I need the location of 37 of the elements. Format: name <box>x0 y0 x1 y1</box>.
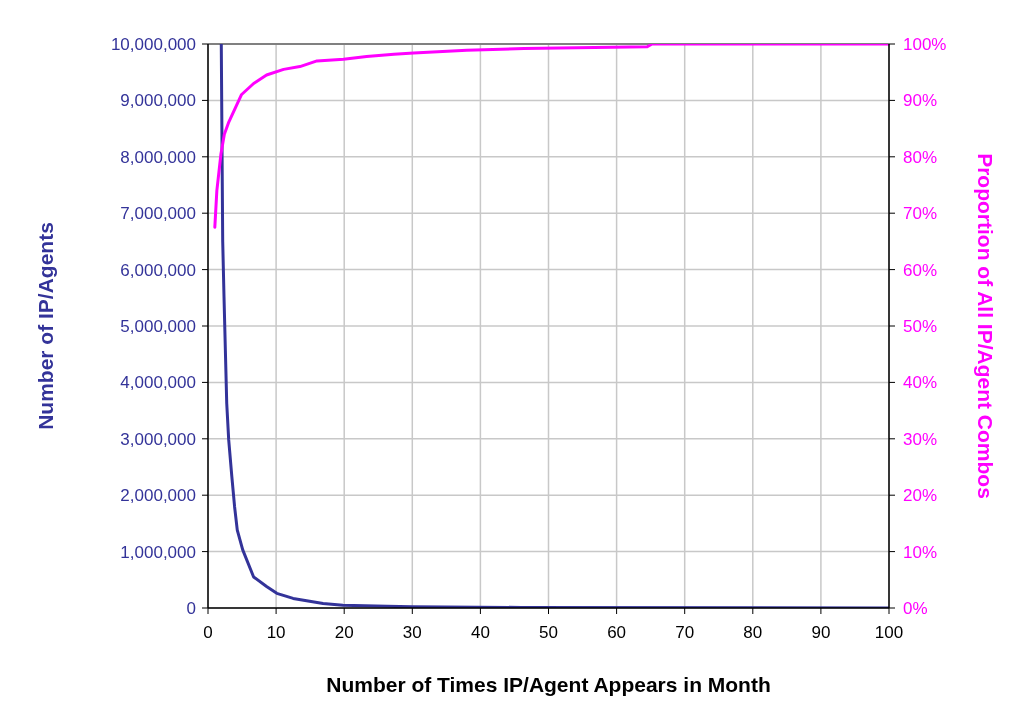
line-series <box>213 44 889 229</box>
y-tick-label: 3,000,000 <box>120 429 196 449</box>
x-axis-title: Number of Times IP/Agent Appears in Month <box>326 673 771 696</box>
y-tick-label: 5,000,000 <box>120 317 196 336</box>
x-tick-label: 40 <box>470 623 490 642</box>
x-tick-label: 0 <box>203 623 213 642</box>
x-tick-label: 30 <box>402 623 422 642</box>
y2-tick-label: 100% <box>903 35 947 54</box>
y2-tick-label: 70% <box>903 204 938 224</box>
y2-tick-label: 80% <box>903 147 938 167</box>
x-tick-label: 70 <box>675 623 695 642</box>
x-tick-label: 10 <box>266 623 286 642</box>
x-tick-label: 100 <box>874 623 904 642</box>
y-tick-label: 1,000,000 <box>120 542 196 562</box>
y2-tick-label: 10% <box>903 542 938 562</box>
y2-tick-label: 50% <box>903 317 938 336</box>
y-tick-label: 4,000,000 <box>120 373 196 393</box>
y2-tick-label: 60% <box>903 260 938 280</box>
y-tick-label: 10,000,000 <box>110 35 196 54</box>
x-tick-label: 50 <box>539 623 558 642</box>
y2-tick-label: 90% <box>903 91 938 111</box>
y-tick-label: 8,000,000 <box>120 147 196 167</box>
y2-axis-title: Proportion of All IP/Agent Combos <box>974 153 997 499</box>
y2-tick-label: 20% <box>903 486 938 506</box>
y2-tick-label: 40% <box>903 373 938 393</box>
y-tick-label: 6,000,000 <box>120 260 196 280</box>
y-tick-label: 7,000,000 <box>120 204 196 224</box>
y-axis-title: Number of IP/Agents <box>34 222 57 430</box>
y2-tick-label: 30% <box>903 429 938 449</box>
x-tick-label: 20 <box>334 623 354 642</box>
x-tick-label: 80 <box>743 623 763 642</box>
x-tick-label: 90 <box>811 623 831 642</box>
y2-tick-label: 0% <box>903 599 928 618</box>
y-tick-label: 2,000,000 <box>120 486 196 506</box>
y-tick-label: 9,000,000 <box>120 91 196 111</box>
x-tick-label: 60 <box>607 623 627 642</box>
y-tick-label: 0 <box>186 599 196 618</box>
